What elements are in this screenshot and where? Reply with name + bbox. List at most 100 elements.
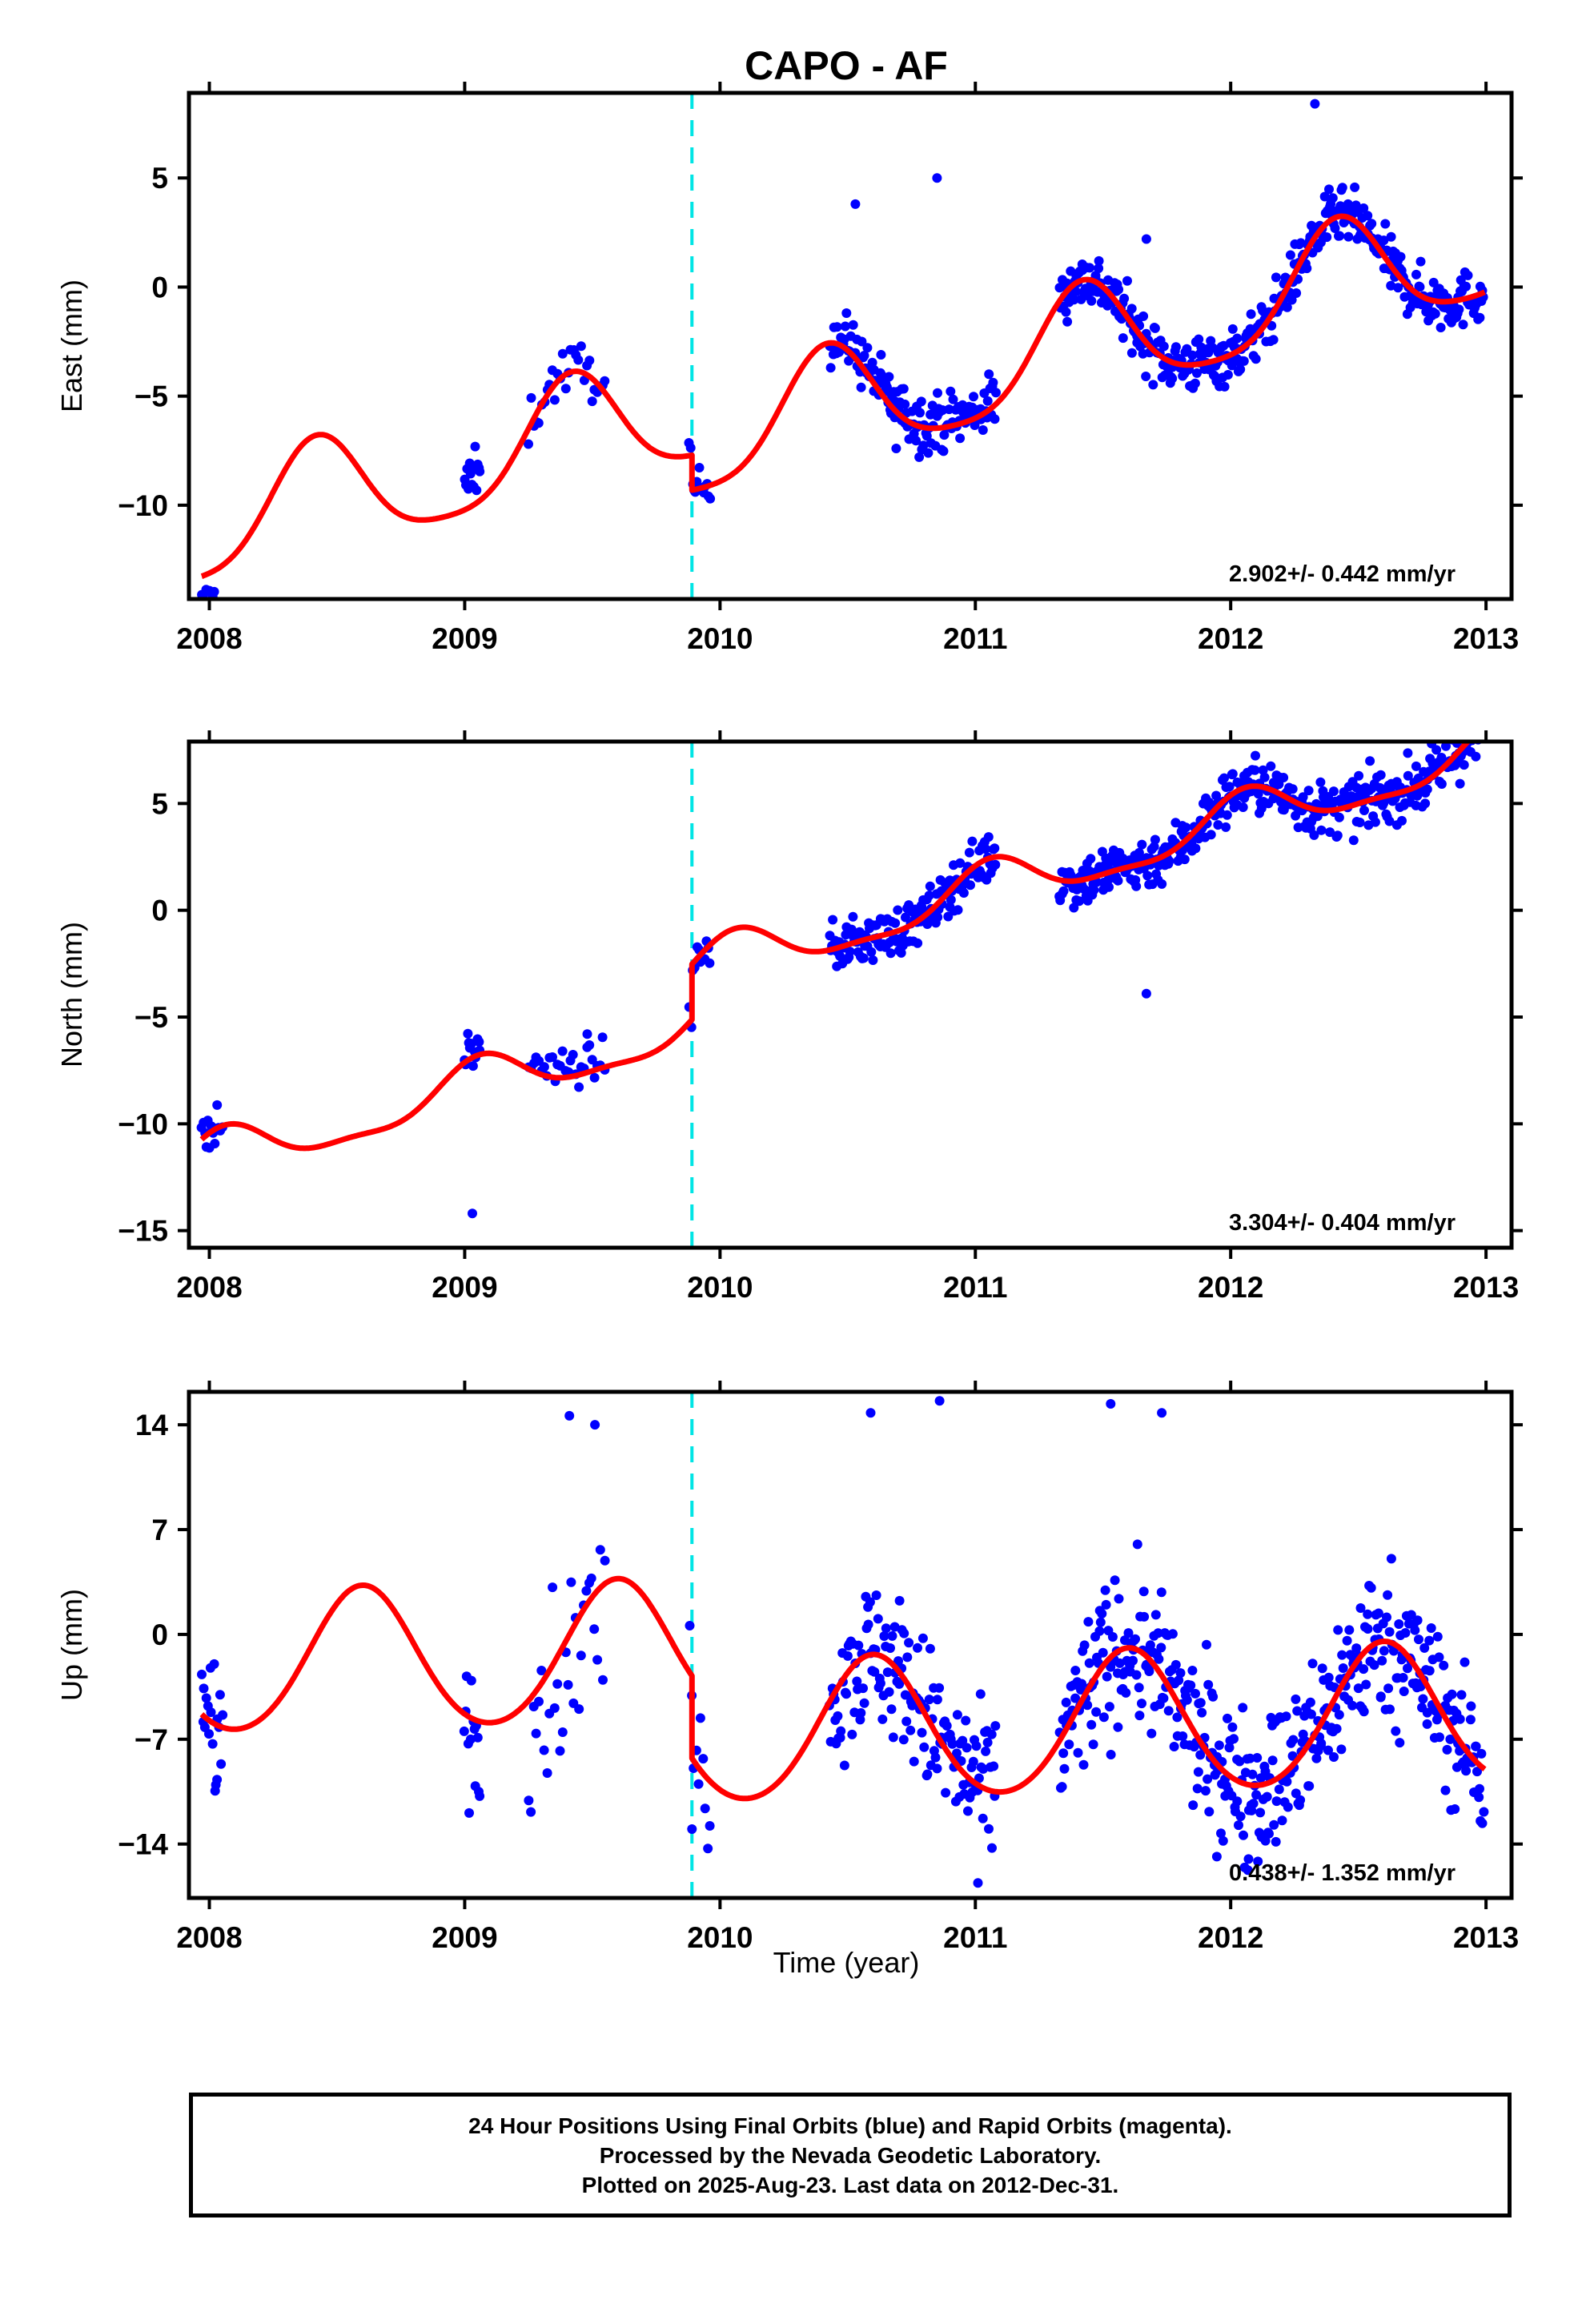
up-data-point [1091, 1707, 1102, 1717]
north-data-point [1470, 723, 1480, 733]
north-data-point [1058, 886, 1069, 896]
east-y-tick-label: −10 [118, 489, 168, 522]
east-data-point [1458, 320, 1468, 330]
up-data-point [894, 1679, 905, 1689]
north-y-tick-label: 5 [151, 787, 168, 820]
up-data-point [1383, 1590, 1393, 1600]
east-x-tick-label: 2011 [943, 622, 1007, 655]
up-data-point [1424, 1666, 1435, 1676]
up-data-point [932, 1695, 942, 1705]
north-data-point [1084, 866, 1094, 876]
up-data-point [1208, 1691, 1219, 1702]
up-data-point [1445, 1734, 1456, 1744]
up-x-tick-label: 2013 [1453, 1921, 1519, 1954]
up-data-point [889, 1622, 900, 1632]
north-data-point [1471, 751, 1481, 762]
up-data-point [1450, 1804, 1460, 1814]
up-data-point [1384, 1626, 1395, 1637]
north-data-point [981, 844, 990, 854]
up-data-point [1465, 1715, 1476, 1725]
east-data-point [685, 443, 696, 453]
up-data-point [1106, 1399, 1116, 1409]
up-data-point [1307, 1659, 1318, 1669]
up-data-point [1479, 1807, 1489, 1817]
up-data-point [1399, 1687, 1409, 1696]
north-data-point [1309, 830, 1319, 840]
up-data-point [885, 1643, 895, 1653]
north-data-point [1334, 812, 1344, 822]
up-data-point [536, 1666, 547, 1675]
caption-box: 24 Hour Positions Using Final Orbits (bl… [189, 2093, 1512, 2217]
up-data-point [698, 1754, 709, 1764]
up-data-point [1334, 1710, 1344, 1720]
up-data-point [472, 1732, 483, 1743]
up-data-point [952, 1710, 962, 1720]
up-data-point [898, 1735, 909, 1745]
up-data-point [1203, 1774, 1213, 1784]
east-data-point [1235, 364, 1246, 375]
east-data-point [876, 350, 886, 360]
up-data-point [1466, 1701, 1476, 1711]
up-data-point [581, 1586, 592, 1596]
east-y-axis-label: East (mm) [55, 279, 88, 412]
east-data-point [1435, 323, 1446, 332]
up-data-point [1283, 1802, 1293, 1812]
north-model-curve [199, 742, 1472, 1152]
east-data-point [1461, 281, 1472, 292]
east-data-point [1094, 263, 1104, 274]
up-data-point [842, 1651, 853, 1661]
up-data-point [700, 1803, 710, 1814]
up-data-point [847, 1729, 857, 1739]
up-data-point [1057, 1782, 1067, 1792]
east-data-point [1227, 324, 1238, 334]
up-data-point [204, 1729, 214, 1739]
caption-line-2: Processed by the Nevada Geodetic Laborat… [599, 2142, 1102, 2168]
up-data-point [1101, 1599, 1111, 1610]
north-data-point [1375, 770, 1386, 780]
up-data-point [1475, 1783, 1484, 1794]
up-data-point [947, 1739, 958, 1749]
up-data-point [1295, 1795, 1306, 1805]
up-data-point [1202, 1639, 1211, 1650]
up-data-point [1351, 1643, 1362, 1654]
up-data-point [1281, 1711, 1291, 1722]
up-data-point [836, 1726, 846, 1736]
east-data-point [1359, 203, 1369, 213]
up-data-point [1439, 1660, 1449, 1671]
up-data-point [589, 1624, 600, 1634]
north-data-point [1441, 742, 1451, 751]
up-data-point [1403, 1663, 1412, 1674]
up-data-point [1070, 1693, 1081, 1703]
up-data-point [1088, 1739, 1098, 1750]
up-data-point [852, 1676, 862, 1687]
north-data-point [845, 947, 855, 957]
up-data-point [1144, 1667, 1154, 1676]
up-data-point [1169, 1742, 1179, 1751]
east-data-point [1086, 296, 1097, 306]
up-data-point [894, 1595, 905, 1606]
north-data-point [1477, 712, 1487, 722]
up-data-point [1128, 1655, 1138, 1666]
north-data-point [983, 832, 994, 842]
north-data-point [1431, 745, 1442, 755]
north-data-point [1411, 761, 1421, 771]
up-data-point [1414, 1634, 1423, 1645]
caption-line-1: 24 Hour Positions Using Final Orbits (bl… [468, 2113, 1232, 2138]
up-data-point [1476, 1748, 1487, 1759]
east-data-point [1141, 372, 1151, 381]
up-data-point [1218, 1835, 1228, 1846]
up-data-point [1243, 1865, 1253, 1876]
up-data-point [1211, 1852, 1222, 1862]
north-data-point [1259, 772, 1270, 782]
up-data-point [1150, 1610, 1161, 1620]
up-data-point [555, 1746, 565, 1756]
up-data-point [1077, 1679, 1086, 1689]
up-data-point [1234, 1820, 1243, 1831]
up-data-point [1167, 1629, 1178, 1639]
east-data-point [1310, 99, 1320, 109]
east-data-point [1287, 295, 1297, 305]
north-data-point [212, 1100, 223, 1110]
east-data-point [840, 321, 850, 332]
east-data-point [911, 436, 921, 446]
north-data-point [1422, 784, 1432, 794]
